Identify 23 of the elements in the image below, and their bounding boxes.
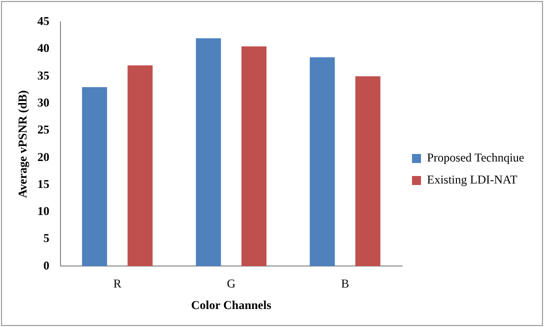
y-tick-label: 25: [37, 122, 50, 137]
y-tick-label: 10: [37, 204, 50, 218]
y-tick-label: 45: [37, 14, 50, 28]
y-tick-label: 5: [43, 231, 50, 246]
y-tick-label: 20: [37, 150, 50, 164]
bar: [310, 57, 335, 266]
bar: [128, 65, 153, 266]
y-tick-label: 35: [37, 68, 50, 82]
x-axis-title: Color Channels: [191, 298, 272, 312]
x-tick-label: R: [113, 276, 122, 291]
y-axis-title: Average vPSNR (dB): [15, 90, 30, 198]
y-tick-label: 0: [43, 258, 50, 272]
y-tick-label: 40: [37, 41, 50, 56]
y-tick-label: 30: [37, 95, 50, 110]
bar: [355, 76, 380, 266]
x-tick-label: B: [341, 276, 350, 291]
legend-label: Proposed Technqiue: [427, 150, 524, 165]
bar: [241, 46, 266, 266]
legend-label: Existing LDI-NAT: [427, 172, 518, 187]
y-tick-label: 15: [37, 176, 50, 191]
x-tick-label: G: [226, 276, 236, 291]
bar: [82, 87, 108, 266]
bar: [196, 38, 221, 266]
